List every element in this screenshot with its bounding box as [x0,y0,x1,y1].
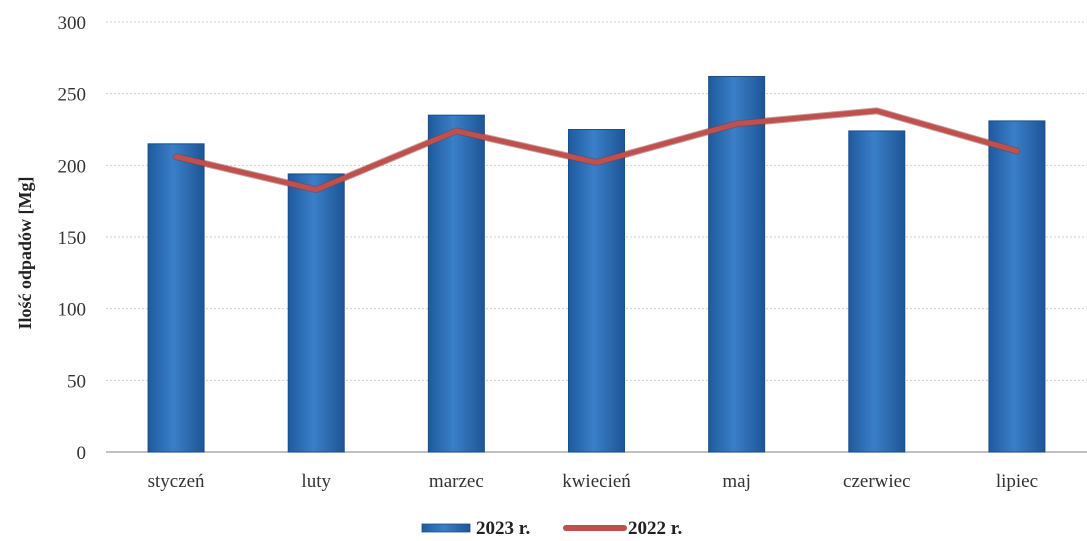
x-axis-ticks: styczeń luty marzec kwiecień maj czerwiec lipi… [148,471,1038,492]
x-tick-label: styczeń [148,471,205,492]
bar-2023-2 [427,114,485,453]
point-2022-4 [735,122,739,126]
point-2022-2 [454,129,458,133]
point-2022-1 [314,188,318,192]
x-tick-label: maj [722,471,751,492]
legend: 2023 r. 2022 r. [421,518,682,539]
y-axis-ticks: 0 50 100 150 200 250 300 [58,13,87,464]
point-2022-3 [595,160,598,164]
point-2022-5 [875,109,879,113]
y-tick-label: 250 [58,85,87,106]
y-tick-label: 100 [58,300,87,321]
x-tick-label: czerwiec [843,471,911,492]
y-tick-label: 300 [58,13,87,34]
legend-label-2023: 2023 r. [476,518,530,539]
bar-2023-5 [848,130,906,453]
y-tick-label: 200 [58,156,87,177]
y-tick-label: 150 [58,228,87,249]
bar-2023-6 [988,120,1046,453]
point-2022-6 [1015,149,1019,153]
line-series-2022 [172,107,1021,194]
bars-series-2023 [147,75,1046,453]
x-tick-label: marzec [429,471,484,492]
point-2022-0 [174,155,178,159]
bar-2023-0 [147,143,205,453]
bar-2023-3 [568,129,625,453]
y-tick-label: 50 [67,371,86,392]
x-tick-label: luty [301,471,331,492]
y-axis-label: Ilość odpadów [Mg] [15,176,35,329]
x-tick-label: lipiec [996,471,1038,492]
x-tick-label: kwiecień [562,471,631,492]
bar-2023-1 [287,173,345,453]
legend-label-2022: 2022 r. [628,518,682,539]
legend-swatch-2023 [421,523,471,533]
bar-2023-4 [708,75,766,453]
y-tick-label: 0 [77,443,87,464]
